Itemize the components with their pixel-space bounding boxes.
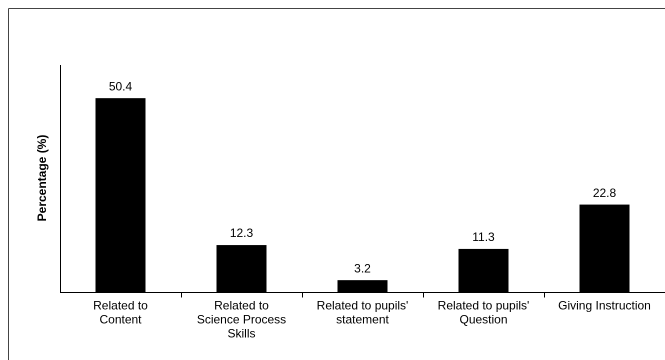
value-label: 11.3 xyxy=(472,230,495,244)
x-tick-label: Related to pupils' xyxy=(317,299,409,313)
x-tick-label: Skills xyxy=(227,327,255,341)
x-tick-label: Related to xyxy=(93,299,148,313)
value-label: 12.3 xyxy=(230,226,254,240)
x-tick-label: Related to xyxy=(214,299,269,313)
x-tick-label: Content xyxy=(99,313,142,327)
bar xyxy=(458,248,509,293)
value-label: 50.4 xyxy=(109,79,133,93)
bar xyxy=(337,280,388,293)
x-tick-label: Giving Instruction xyxy=(558,299,651,313)
bar xyxy=(216,245,267,293)
x-tick-label: Science Process xyxy=(197,313,286,327)
value-label: 3.2 xyxy=(354,261,371,275)
x-tick-label: statement xyxy=(336,313,389,327)
y-axis-title: Percentage (%) xyxy=(35,135,49,222)
bar xyxy=(579,204,630,293)
value-label: 22.8 xyxy=(593,186,617,200)
x-tick-label: Question xyxy=(459,313,507,327)
bar xyxy=(95,98,146,293)
x-tick-label: Related to pupils' xyxy=(438,299,530,313)
